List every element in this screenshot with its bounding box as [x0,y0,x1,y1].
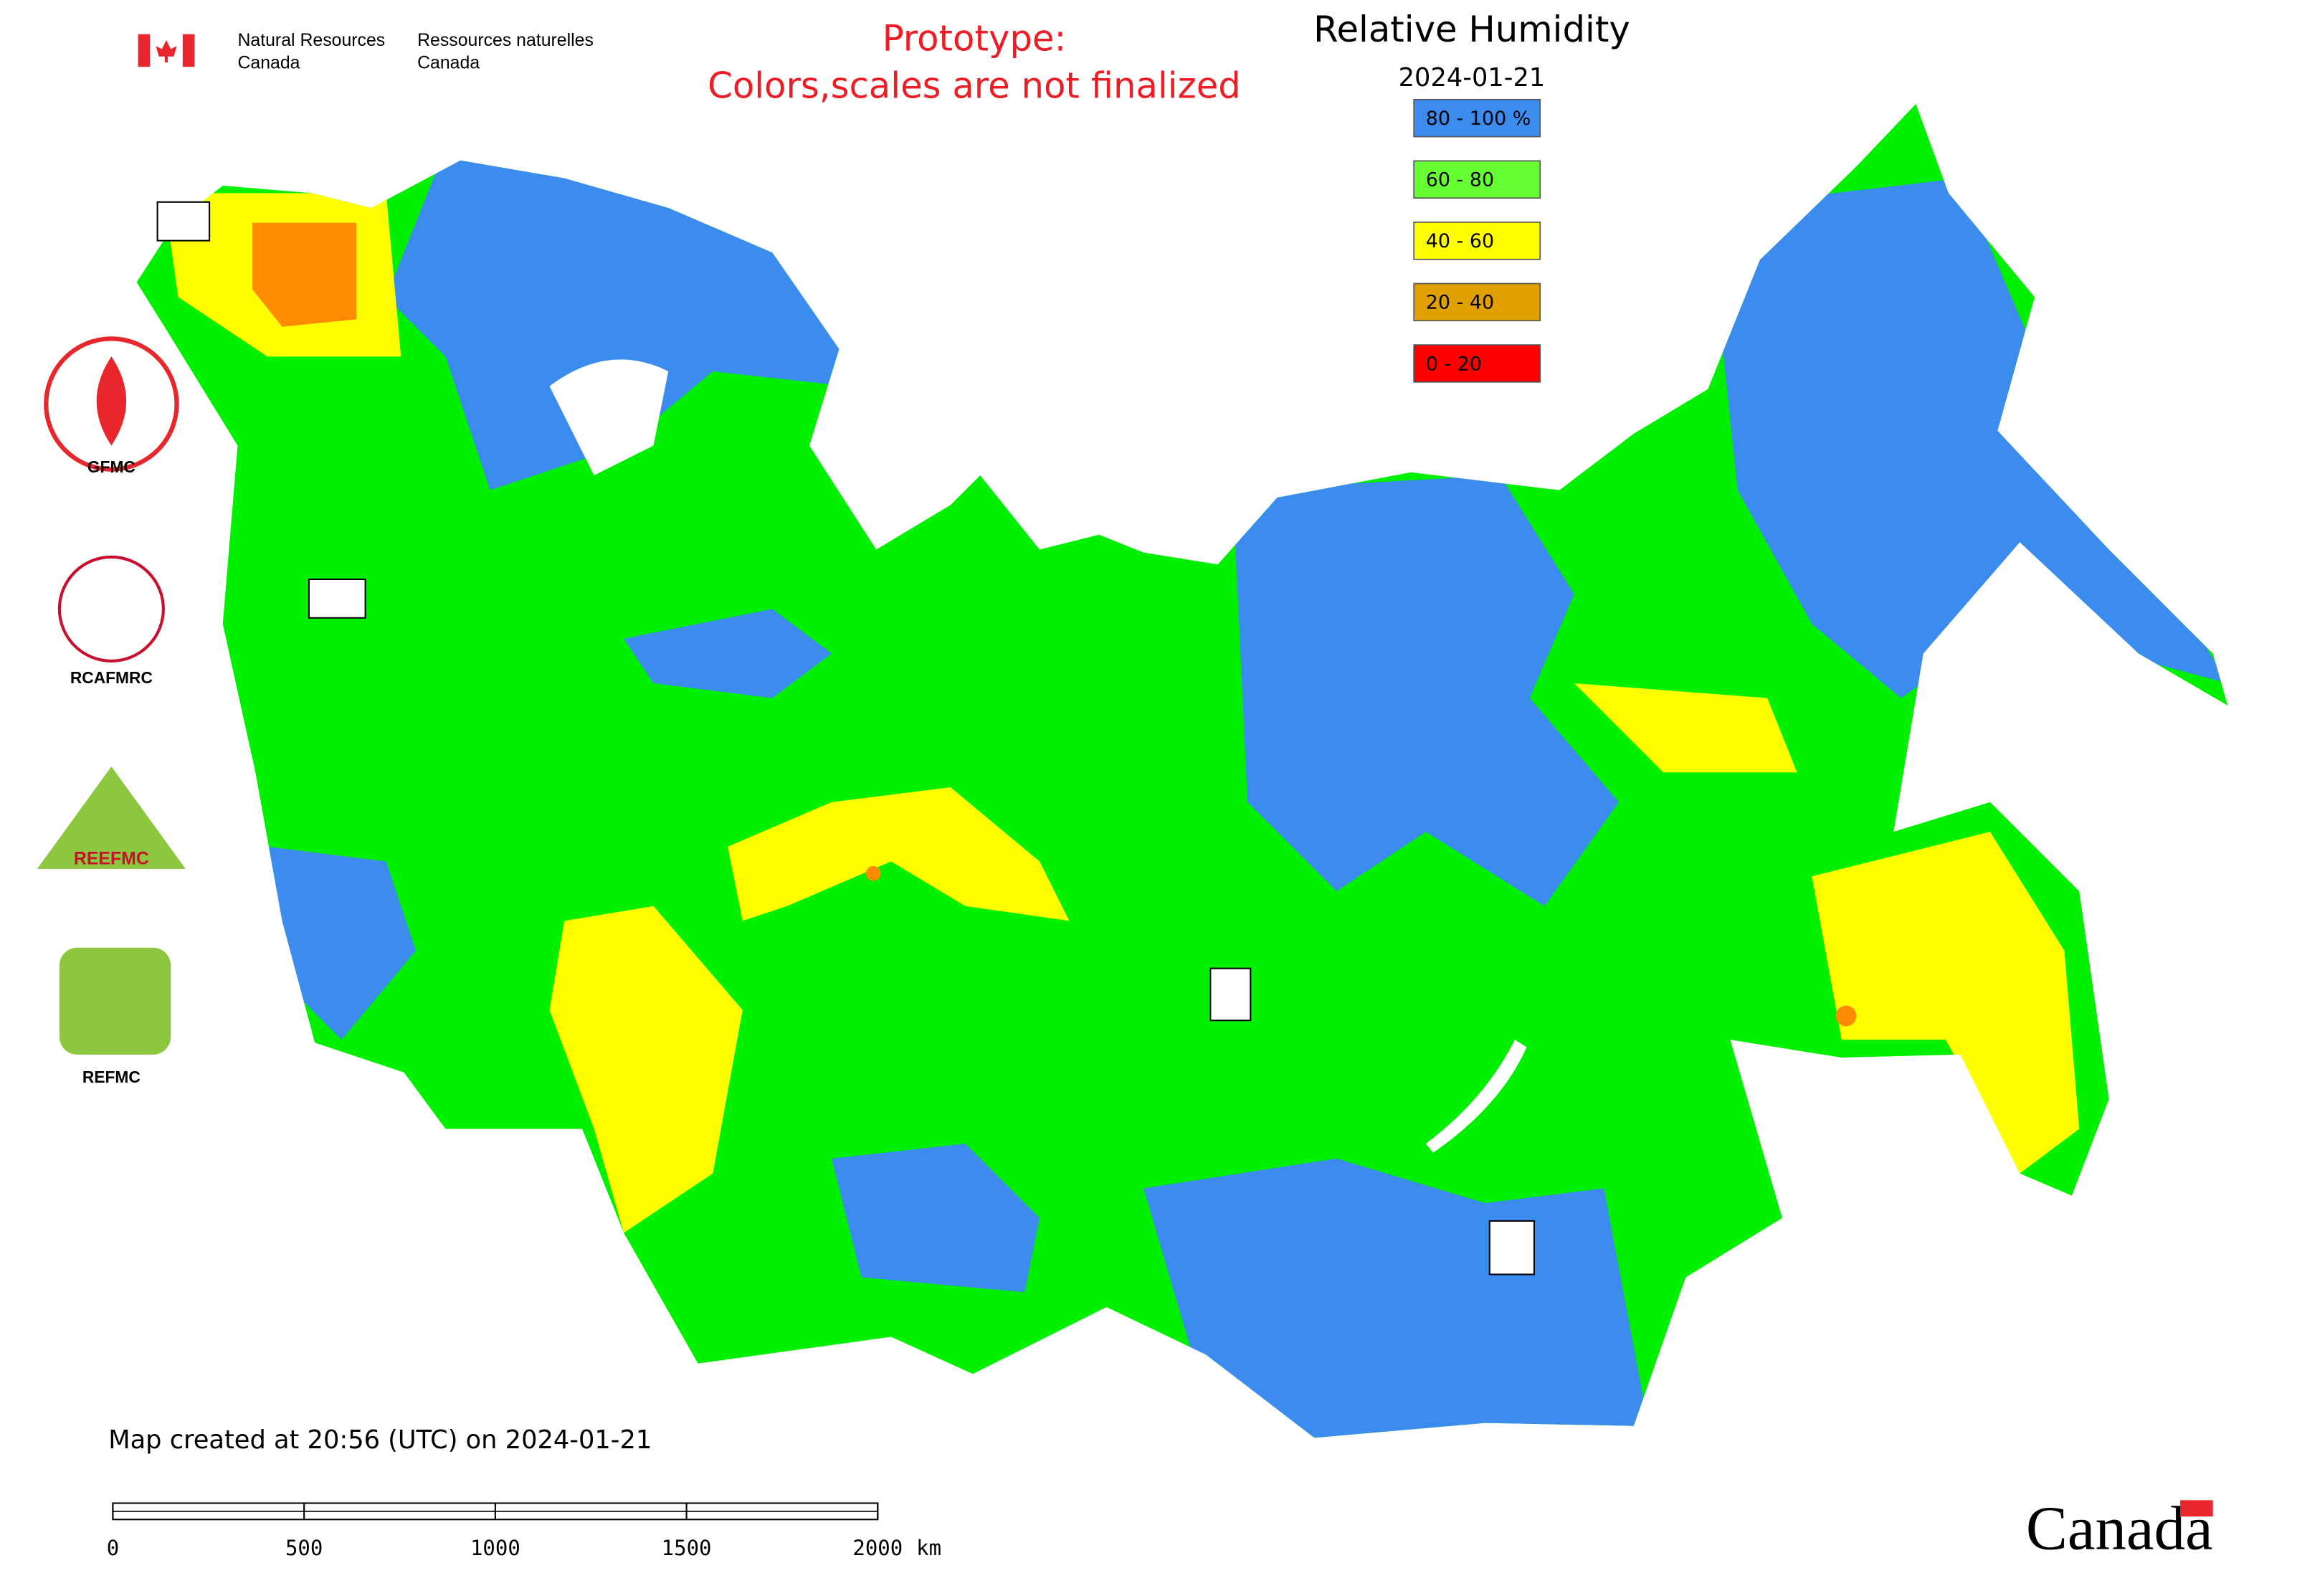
scale-label: 0 [107,1536,119,1560]
flag-bar [138,34,151,67]
logo-label: RCAFMRC [70,668,153,687]
notice: Prototype: [883,17,1067,59]
legend-label: 0 - 20 [1426,353,1482,375]
scale-label: 500 [285,1536,323,1560]
zone-80-100 [267,846,417,1040]
wordmark-flag [2180,1500,2213,1517]
logo-label: REEFMC [74,850,149,869]
legend-label: 40 - 60 [1426,230,1494,252]
legend-swatch [1413,344,1541,383]
map-date: 2024-01-21 [1399,63,1546,92]
legend: 80 - 100 % 60 - 80 40 - 60 20 - 40 0 - 20 [1413,98,1541,383]
zone-80-100 [832,1144,1040,1293]
gfmc-logo [44,336,179,472]
legend-swatch [1413,98,1541,138]
creation-note: Map created at 20:56 (UTC) on 2024-01-21 [108,1425,652,1455]
map-marker [1488,1220,1536,1276]
refmc-logo [59,947,171,1055]
lake [1425,1040,1527,1153]
zone-80-100 [1708,178,2228,698]
scale-bar: 0 500 1000 1500 2000 km [107,1502,941,1560]
agency-fr: Ressources naturelles [417,31,594,50]
gfmc-flame [96,356,127,446]
zone-20-40 [1835,1005,1857,1027]
map-marker [156,201,211,242]
zone-20-40 [252,222,357,327]
scale-label: 2000 [852,1536,903,1560]
zone-40-60 [728,787,1070,921]
map-marker [308,578,366,619]
map-title: Relative Humidity [1313,9,1630,50]
center-logos: GFMC RCAFMRC REEFMC REFMC [37,201,1536,1276]
scale-label: 1000 [470,1536,520,1560]
zone-80-100 [1232,475,1620,906]
zone-80-100 [1143,1158,1649,1438]
flag-bar [182,34,195,67]
map-marker [1209,967,1252,1022]
maple-leaf [156,39,177,63]
legend-label: 60 - 80 [1426,169,1494,191]
zone-40-60 [1574,683,1797,773]
scale-unit: km [916,1536,941,1560]
logo-label: GFMC [87,457,135,476]
legend-label: 80 - 100 % [1426,108,1531,130]
logo-label: REFMC [82,1068,141,1086]
notice: Colors,scales are not finalized [708,65,1241,107]
reefmc-logo [37,766,186,869]
zone-80-100 [624,609,832,698]
legend-label: 20 - 40 [1426,292,1494,314]
white-sea [549,359,669,475]
zone-40-60 [549,906,743,1233]
scale-label: 1500 [662,1536,712,1560]
legend-swatch [1413,160,1541,199]
legend-swatch [1413,282,1541,322]
agency-en: Canada [237,53,300,72]
zone-20-40 [865,865,881,881]
agency-fr: Canada [417,53,480,72]
agency-en: Natural Resources [237,31,385,50]
nrcan-signature: Natural Resources Canada Ressources natu… [138,31,594,72]
rcafmrc-logo [57,555,165,662]
legend-swatch [1413,222,1541,260]
zone-40-60 [1812,832,2080,1174]
